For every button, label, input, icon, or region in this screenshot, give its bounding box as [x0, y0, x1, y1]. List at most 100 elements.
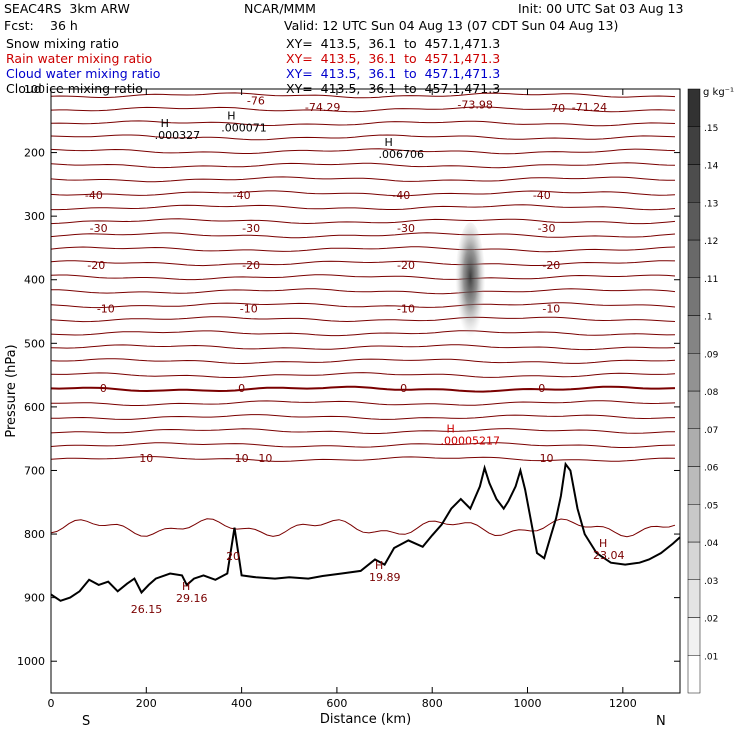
contour-label: -40	[233, 189, 251, 202]
isotherm-line	[50, 162, 676, 169]
colorbar-tick-label: .04	[704, 539, 719, 549]
field-xy-cloud-water: XY= 413.5, 36.1 to 457.1,471.3	[286, 66, 501, 81]
contour-label: 0	[100, 382, 107, 395]
colorbar-tick-label: .02	[704, 615, 718, 625]
contour-label: 10	[235, 452, 249, 465]
isotherm-line	[50, 385, 676, 393]
colorbar-tick-label: .09	[704, 350, 719, 360]
extremum-marker: H	[182, 580, 190, 593]
field-xy-snow: XY= 413.5, 36.1 to 457.1,471.3	[286, 36, 501, 51]
extremum-marker: H	[227, 110, 235, 123]
contour-label: -10	[97, 302, 115, 315]
extremum-value: .006706	[379, 148, 425, 161]
isotherm-line	[51, 400, 676, 406]
field-name-snow: Snow mixing ratio	[6, 36, 119, 51]
extremum-value: 19.89	[369, 571, 401, 584]
isotherm-line	[50, 134, 676, 141]
extremum-value: 20	[226, 550, 240, 563]
isotherm-line	[50, 316, 676, 323]
isotherm-line	[50, 274, 676, 281]
contour-label: -30	[242, 222, 260, 235]
colorbar-tick-label: .01	[704, 652, 718, 662]
isotherm-line	[50, 148, 676, 155]
colorbar: .01 .02 .03 .04 .05 .06 .07 .08 .09 .1 .11 .12 .13 .1…	[687, 88, 719, 694]
fcst-label: Fcst:	[4, 18, 34, 33]
isotherm-line	[50, 246, 676, 253]
endpoint-label-south: S	[82, 714, 90, 729]
field-name-cloud-water: Cloud water mixing ratio	[6, 66, 161, 81]
isotherm-line	[50, 260, 676, 267]
valid-label: Valid: 12 UTC Sun 04 Aug 13 (07 CDT Sun …	[284, 18, 619, 33]
isotherm-line	[50, 330, 676, 337]
extremum-marker: H	[375, 559, 383, 572]
contour-label: -30	[90, 222, 108, 235]
field-name-rain: Rain water mixing ratio	[6, 51, 153, 66]
colorbar-tick-label: .03	[704, 577, 718, 587]
isotherm-line	[50, 428, 676, 434]
y-tick-label: 100	[24, 83, 45, 96]
contour-label: -40	[392, 189, 410, 202]
y-tick-label: 300	[24, 210, 45, 223]
colorbar-swatch	[687, 655, 701, 694]
colorbar-swatch	[687, 541, 701, 580]
contour-label: -74.29	[305, 101, 340, 114]
extremum-value: 29.16	[176, 592, 208, 605]
isotherm-line	[50, 106, 676, 113]
colorbar-swatch	[687, 579, 701, 618]
contour-label: -10	[542, 302, 560, 315]
colorbar-tick-label: .06	[704, 464, 719, 474]
isotherm-line	[50, 232, 676, 239]
contour-label: -20	[542, 259, 560, 272]
extremum-marker: H	[599, 537, 607, 550]
y-tick-label: 900	[24, 592, 45, 605]
isotherm-line	[50, 344, 676, 351]
isotherm-contours	[50, 92, 676, 538]
isotherm-line	[50, 302, 676, 309]
y-tick-label: 200	[24, 147, 45, 160]
contour-label: -20	[87, 259, 105, 272]
y-tick-label: 600	[24, 401, 45, 414]
contour-label: -73.98	[457, 98, 492, 111]
colorbar-tick-label: .14	[704, 162, 719, 172]
y-tick-label: 1000	[17, 655, 45, 668]
model-label: SEAC4RS 3km ARW	[4, 1, 130, 16]
fcst-value: 36 h	[50, 18, 78, 33]
endpoint-label-north: N	[656, 714, 666, 729]
x-tick-label: 200	[136, 697, 157, 710]
extremum-marker: H	[385, 136, 393, 149]
contour-label: 10	[139, 452, 153, 465]
mixing-ratio-shading	[455, 222, 486, 344]
extremum-value: .00005217	[441, 434, 501, 447]
isotherm-line	[50, 288, 676, 295]
x-tick-label: 0	[48, 697, 55, 710]
x-tick-label: 800	[422, 697, 443, 710]
colorbar-swatch	[687, 353, 701, 392]
colorbar-tick-label: .13	[704, 199, 718, 209]
colorbar-tick-label: .07	[704, 426, 718, 436]
y-tick-label: 700	[24, 464, 45, 477]
colorbar-swatch	[687, 202, 701, 241]
axes: 0 200 400 600 800 1000 12001002003004005006007…	[17, 83, 680, 710]
contour-label: 0	[238, 382, 245, 395]
isotherm-line	[50, 372, 676, 378]
colorbar-swatch	[687, 239, 701, 278]
colorbar-unit: g kg⁻¹	[703, 87, 734, 98]
contour-label: -40	[85, 189, 103, 202]
contour-label: 10	[258, 452, 272, 465]
colorbar-swatch	[687, 88, 701, 127]
isotherm-line	[50, 518, 676, 538]
extremum-value: .000327	[155, 129, 201, 142]
colorbar-swatch	[687, 390, 701, 429]
contour-label: 0	[400, 382, 407, 395]
isotherm-line	[50, 456, 676, 462]
x-tick-label: 1000	[514, 697, 542, 710]
colorbar-swatch	[687, 428, 701, 467]
x-axis-label: Distance (km)	[320, 712, 411, 727]
isotherm-line	[50, 120, 676, 127]
colorbar-tick-label: .12	[704, 237, 718, 247]
colorbar-tick-label: .1	[704, 313, 713, 323]
isotherm-line	[50, 414, 676, 420]
contour-label: -71.24	[572, 101, 607, 114]
colorbar-tick-label: .05	[704, 501, 718, 511]
